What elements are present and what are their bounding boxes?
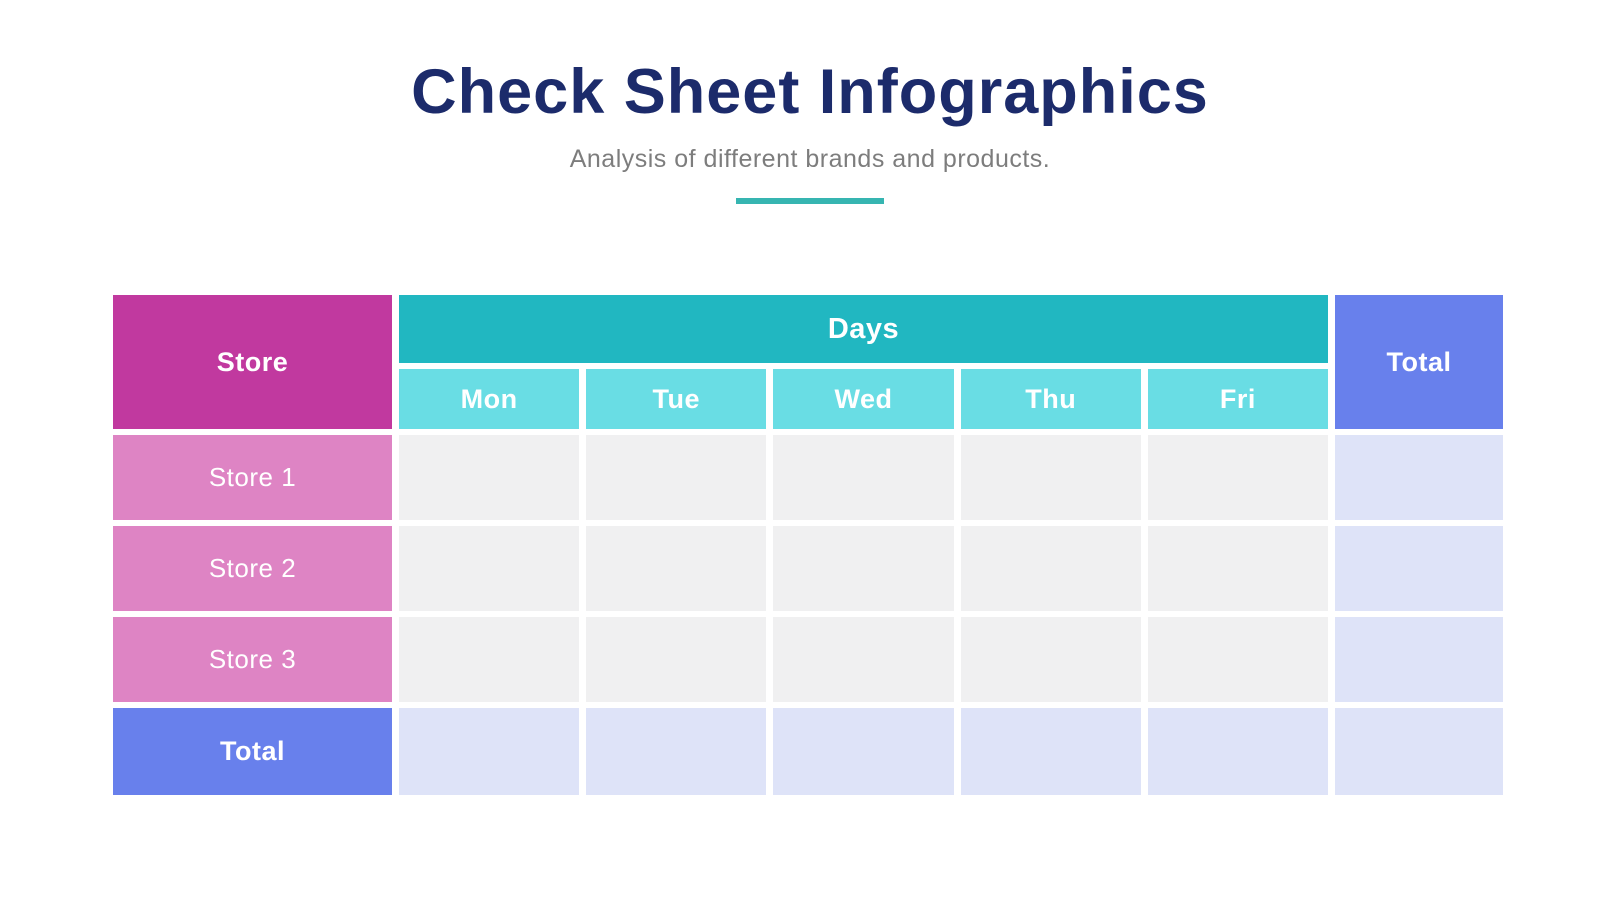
data-cell <box>399 617 580 702</box>
row-label-store-1: Store 1 <box>113 435 392 520</box>
data-cell <box>399 435 580 520</box>
check-sheet-table: Store Days Total Mon Tue Wed Thu Fri Sto… <box>113 295 1503 795</box>
data-cell <box>1147 617 1328 702</box>
row-total-cell <box>1334 617 1503 702</box>
day-header-fri: Fri <box>1147 369 1328 429</box>
total-row-cell <box>1147 708 1328 795</box>
total-row-cell <box>586 708 767 795</box>
data-cell <box>960 526 1141 611</box>
data-cell <box>773 435 954 520</box>
day-header-tue: Tue <box>586 369 767 429</box>
data-cell <box>773 617 954 702</box>
total-row-cell <box>960 708 1141 795</box>
row-label-store-3: Store 3 <box>113 617 392 702</box>
data-cell <box>1147 526 1328 611</box>
data-cell <box>399 526 580 611</box>
data-cell <box>586 526 767 611</box>
data-cell <box>960 435 1141 520</box>
day-header-wed: Wed <box>773 369 954 429</box>
data-cell <box>773 526 954 611</box>
page-header: Check Sheet Infographics Analysis of dif… <box>0 0 1620 205</box>
row-total-cell <box>1334 526 1503 611</box>
accent-divider <box>736 198 884 205</box>
store-corner-header: Store <box>113 295 392 429</box>
page-title: Check Sheet Infographics <box>411 57 1209 127</box>
total-column-header: Total <box>1334 295 1503 429</box>
grand-total-cell <box>1334 708 1503 795</box>
page-subtitle: Analysis of different brands and product… <box>569 145 1051 174</box>
total-row-cell <box>399 708 580 795</box>
data-cell <box>1147 435 1328 520</box>
data-cell <box>960 617 1141 702</box>
row-label-store-2: Store 2 <box>113 526 392 611</box>
total-row-label: Total <box>113 708 392 795</box>
days-group-header: Days <box>399 295 1328 363</box>
row-total-cell <box>1334 435 1503 520</box>
day-header-mon: Mon <box>399 369 580 429</box>
data-cell <box>586 617 767 702</box>
data-cell <box>586 435 767 520</box>
day-header-thu: Thu <box>960 369 1141 429</box>
total-row-cell <box>773 708 954 795</box>
